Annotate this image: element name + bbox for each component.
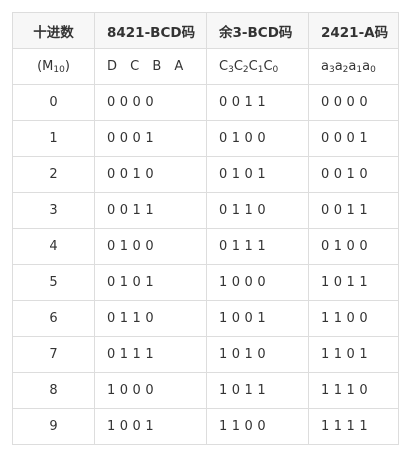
cell-2421-a: 1011 bbox=[308, 264, 399, 301]
cell-excess-3-bcd: 1010 bbox=[206, 336, 309, 373]
cell-excess-3-bcd: 1000 bbox=[206, 264, 309, 301]
bit-label-8421: D C B A bbox=[94, 48, 207, 85]
bit-label-row: (M10) D C B A C3C2C1C0 a3a2a1a0 bbox=[12, 48, 399, 85]
table-row: 9 1001 1100 1111 bbox=[12, 408, 399, 445]
cell-8421-bcd: 1001 bbox=[94, 408, 207, 445]
cell-8421-bcd: 0110 bbox=[94, 300, 207, 337]
cell-excess-3-bcd: 0101 bbox=[206, 156, 309, 193]
cell-2421-a: 1110 bbox=[308, 372, 399, 409]
header-decimal: 十进数 bbox=[12, 12, 95, 49]
cell-8421-bcd: 0011 bbox=[94, 192, 207, 229]
cell-decimal: 7 bbox=[12, 336, 95, 373]
cell-excess-3-bcd: 0011 bbox=[206, 84, 309, 121]
bcd-code-table: 十进数 8421-BCD码 余3-BCD码 2421-A码 (M10) D C … bbox=[12, 12, 399, 445]
cell-excess-3-bcd: 0110 bbox=[206, 192, 309, 229]
cell-2421-a: 0011 bbox=[308, 192, 399, 229]
cell-8421-bcd: 0010 bbox=[94, 156, 207, 193]
cell-8421-bcd: 0000 bbox=[94, 84, 207, 121]
cell-excess-3-bcd: 1100 bbox=[206, 408, 309, 445]
bit-label-excess3: C3C2C1C0 bbox=[206, 48, 309, 85]
cell-excess-3-bcd: 1011 bbox=[206, 372, 309, 409]
bit-label-decimal: (M10) bbox=[12, 48, 95, 85]
cell-2421-a: 1100 bbox=[308, 300, 399, 337]
cell-excess-3-bcd: 0100 bbox=[206, 120, 309, 157]
cell-decimal: 0 bbox=[12, 84, 95, 121]
table-row: 5 0101 1000 1011 bbox=[12, 264, 399, 301]
cell-decimal: 6 bbox=[12, 300, 95, 337]
header-2421-a: 2421-A码 bbox=[308, 12, 399, 49]
table-row: 4 0100 0111 0100 bbox=[12, 228, 399, 265]
cell-excess-3-bcd: 0111 bbox=[206, 228, 309, 265]
cell-8421-bcd: 1000 bbox=[94, 372, 207, 409]
cell-8421-bcd: 0111 bbox=[94, 336, 207, 373]
cell-decimal: 4 bbox=[12, 228, 95, 265]
cell-decimal: 3 bbox=[12, 192, 95, 229]
cell-2421-a: 0010 bbox=[308, 156, 399, 193]
cell-2421-a: 1111 bbox=[308, 408, 399, 445]
table-row: 8 1000 1011 1110 bbox=[12, 372, 399, 409]
cell-8421-bcd: 0101 bbox=[94, 264, 207, 301]
cell-decimal: 8 bbox=[12, 372, 95, 409]
cell-2421-a: 0001 bbox=[308, 120, 399, 157]
cell-decimal: 1 bbox=[12, 120, 95, 157]
table-row: 2 0010 0101 0010 bbox=[12, 156, 399, 193]
cell-decimal: 2 bbox=[12, 156, 95, 193]
table-row: 3 0011 0110 0011 bbox=[12, 192, 399, 229]
cell-decimal: 5 bbox=[12, 264, 95, 301]
table-row: 1 0001 0100 0001 bbox=[12, 120, 399, 157]
header-8421-bcd: 8421-BCD码 bbox=[94, 12, 207, 49]
cell-8421-bcd: 0100 bbox=[94, 228, 207, 265]
bit-label-2421: a3a2a1a0 bbox=[308, 48, 399, 85]
header-row: 十进数 8421-BCD码 余3-BCD码 2421-A码 bbox=[12, 12, 399, 49]
cell-2421-a: 1101 bbox=[308, 336, 399, 373]
cell-excess-3-bcd: 1001 bbox=[206, 300, 309, 337]
header-excess-3-bcd: 余3-BCD码 bbox=[206, 12, 309, 49]
cell-8421-bcd: 0001 bbox=[94, 120, 207, 157]
cell-2421-a: 0100 bbox=[308, 228, 399, 265]
table-row: 0 0000 0011 0000 bbox=[12, 84, 399, 121]
table-row: 7 0111 1010 1101 bbox=[12, 336, 399, 373]
cell-2421-a: 0000 bbox=[308, 84, 399, 121]
table-row: 6 0110 1001 1100 bbox=[12, 300, 399, 337]
table-container: 十进数 8421-BCD码 余3-BCD码 2421-A码 (M10) D C … bbox=[12, 12, 399, 445]
cell-decimal: 9 bbox=[12, 408, 95, 445]
